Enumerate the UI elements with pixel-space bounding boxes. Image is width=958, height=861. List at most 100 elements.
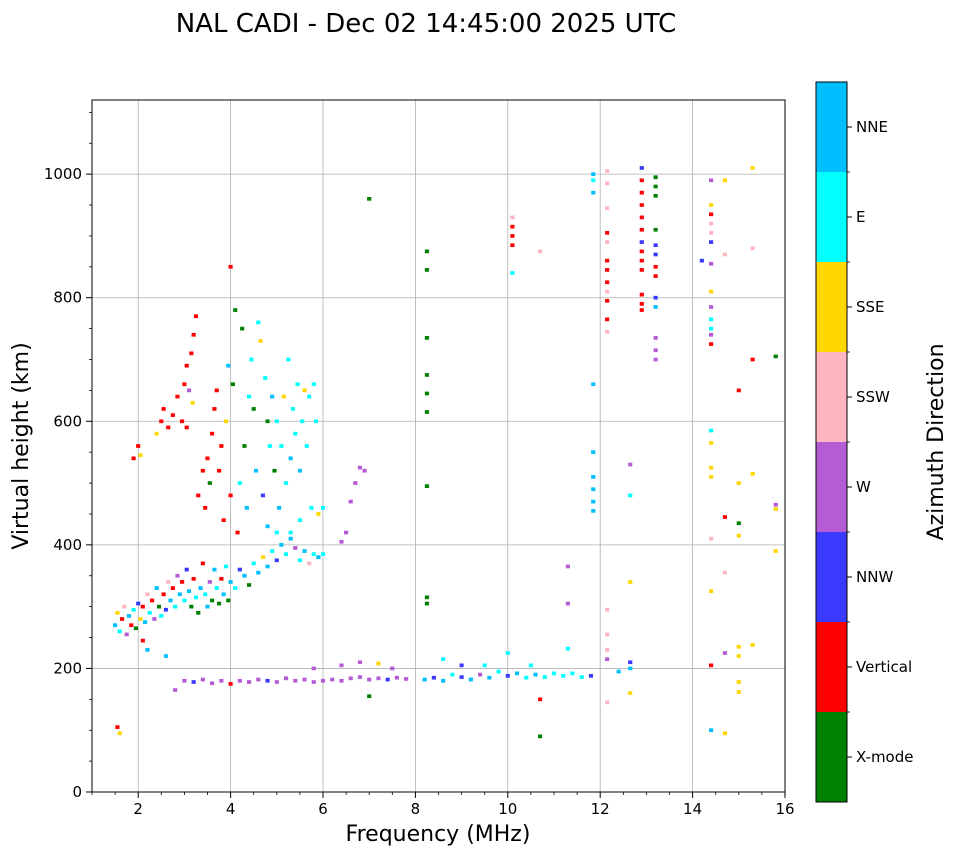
echo-point-247 [605,268,610,272]
echo-point-85 [184,363,189,368]
echo-point-105 [228,493,233,498]
echo-point-214 [538,734,543,739]
echo-point-26 [173,604,178,609]
echo-point-125 [274,419,279,424]
echo-point-243 [605,206,610,210]
echo-point-79 [161,407,166,411]
echo-point-34 [191,576,196,581]
y-tick-label-0: 0 [72,783,82,801]
echo-point-263 [628,691,633,695]
echo-point-222 [424,595,430,600]
echo-point-64 [293,546,298,550]
echo-point-158 [200,677,205,682]
echo-point-253 [605,607,610,612]
y-tick-label-3: 600 [53,412,82,430]
echo-point-286 [653,295,658,300]
echo-point-113 [247,394,252,399]
echo-point-149 [339,539,344,544]
echo-point-147 [274,530,279,535]
echo-point-318 [722,731,728,736]
echo-point-140 [309,505,314,510]
echo-point-118 [258,339,263,343]
echo-point-198 [514,671,520,676]
echo-point-202 [551,671,557,676]
echo-point-245 [605,240,610,244]
echo-point-4 [122,604,127,609]
echo-point-127 [279,444,284,448]
echo-point-271 [639,240,644,244]
colorbar-tick-label-7: NNE [856,118,888,136]
echo-point-183 [339,663,344,668]
echo-point-249 [605,289,610,294]
echo-point-164 [256,677,261,682]
echo-point-91 [190,400,195,405]
echo-point-201 [542,675,547,679]
colorbar-segment-ssw [816,352,847,442]
echo-point-272 [639,249,644,254]
echo-point-293 [709,203,714,207]
echo-point-159 [210,681,215,686]
echo-point-224 [510,215,515,220]
echo-point-240 [591,509,596,513]
echo-point-313 [722,178,728,183]
echo-point-182 [367,694,372,699]
echo-point-174 [348,676,353,681]
echo-point-250 [605,298,610,303]
echo-point-0 [113,623,118,628]
echo-point-61 [279,543,284,547]
echo-point-166 [274,680,279,684]
echo-point-179 [394,675,399,680]
echo-point-297 [709,240,714,244]
echo-point-323 [736,644,741,649]
echo-point-186 [311,666,316,671]
x-tick-label-4: 10 [498,800,517,818]
echo-point-306 [709,441,714,445]
echo-point-319 [736,388,741,393]
echo-point-321 [736,521,741,526]
echo-point-134 [295,382,300,387]
echo-point-334 [773,507,778,511]
echo-point-75 [136,444,141,448]
echo-point-213 [538,697,543,702]
colorbar-segment-nne [816,82,847,172]
echo-point-76 [138,453,143,458]
echo-point-315 [722,515,728,519]
echo-point-233 [591,178,596,183]
echo-point-104 [226,363,231,368]
echo-point-48 [223,564,229,569]
echo-point-196 [496,669,501,674]
echo-point-89 [193,314,199,319]
x-tick-label-6: 14 [683,800,702,818]
echo-point-20 [159,614,164,618]
echo-point-71 [145,648,150,652]
echo-points [113,166,778,739]
echo-point-262 [628,666,633,671]
echo-point-259 [628,493,633,498]
echo-point-30 [182,598,187,603]
echo-point-217 [424,336,430,340]
echo-point-254 [605,632,610,637]
echo-point-11 [138,617,143,621]
echo-point-216 [424,268,430,272]
echo-point-58 [265,564,270,569]
echo-point-294 [709,212,714,217]
echo-point-209 [482,663,487,668]
echo-point-148 [265,524,270,529]
x-tick-label-7: 16 [775,800,794,818]
echo-point-301 [709,317,714,322]
echo-point-184 [357,660,363,665]
echo-point-154 [362,468,367,473]
echo-point-51 [233,586,238,590]
echo-point-135 [297,468,302,473]
echo-point-29 [180,580,185,584]
echo-point-132 [290,407,296,411]
echo-point-106 [230,382,235,387]
echo-point-264 [616,669,621,674]
echo-point-320 [736,481,741,485]
echo-point-36 [196,610,201,615]
echo-point-188 [422,677,427,682]
echo-point-93 [200,468,205,473]
echo-point-49 [226,598,231,603]
echo-point-287 [653,305,658,309]
echo-point-27 [175,573,180,578]
